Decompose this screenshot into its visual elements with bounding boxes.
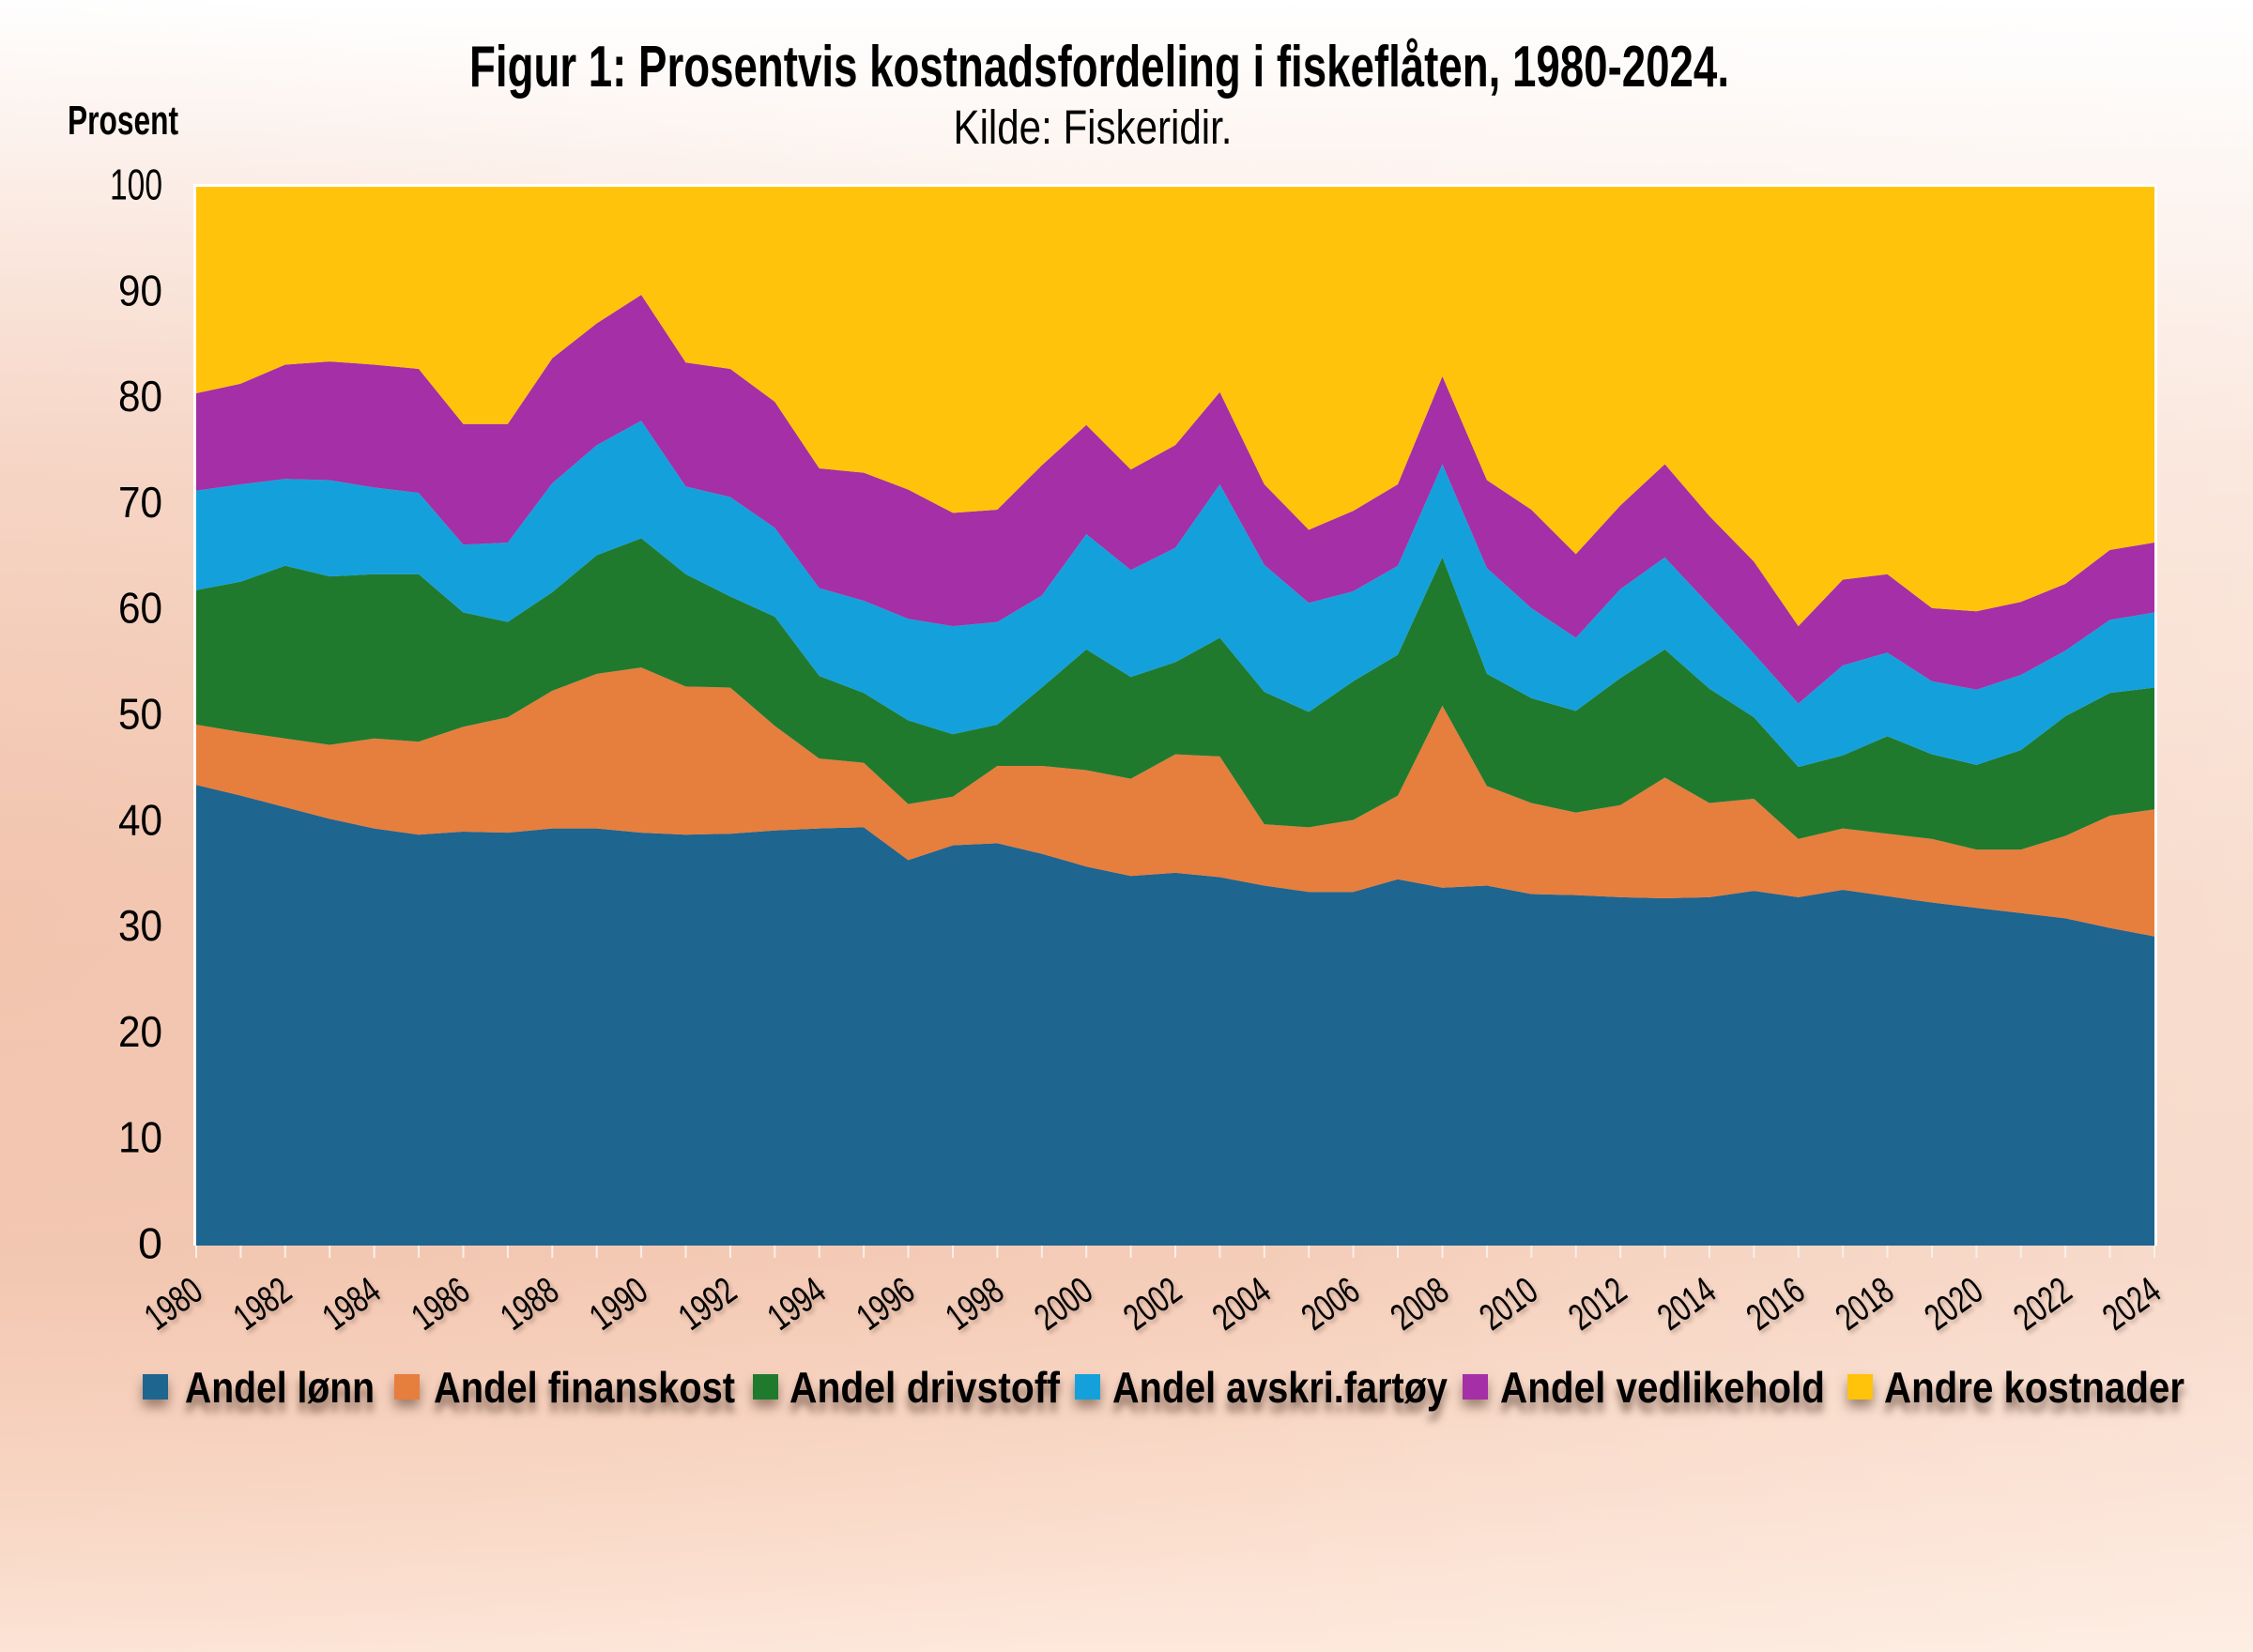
svg-text:1988: 1988 — [493, 1270, 566, 1338]
svg-text:20: 20 — [118, 1007, 162, 1056]
svg-text:1986: 1986 — [405, 1270, 478, 1338]
svg-text:Andre kostnader: Andre kostnader — [1884, 1363, 2184, 1412]
svg-text:80: 80 — [118, 372, 162, 421]
svg-text:0: 0 — [138, 1219, 162, 1268]
svg-text:1980: 1980 — [137, 1270, 210, 1338]
svg-text:30: 30 — [118, 901, 162, 950]
svg-text:1992: 1992 — [671, 1270, 744, 1338]
svg-text:Andel lønn: Andel lønn — [185, 1363, 375, 1412]
svg-text:2010: 2010 — [1472, 1270, 1545, 1338]
svg-text:Figur 1: Prosentvis kostnadsfo: Figur 1: Prosentvis kostnadsfordeling i … — [469, 35, 1729, 99]
svg-text:1996: 1996 — [850, 1270, 923, 1338]
svg-text:2004: 2004 — [1205, 1270, 1279, 1338]
svg-text:2002: 2002 — [1116, 1270, 1189, 1338]
svg-text:1982: 1982 — [226, 1270, 299, 1338]
svg-text:Andel drivstoff: Andel drivstoff — [789, 1363, 1061, 1412]
svg-text:10: 10 — [118, 1113, 162, 1162]
svg-text:2000: 2000 — [1027, 1270, 1100, 1338]
svg-text:1998: 1998 — [939, 1270, 1012, 1338]
svg-text:2018: 2018 — [1829, 1270, 1902, 1338]
svg-text:2016: 2016 — [1740, 1270, 1813, 1338]
svg-text:40: 40 — [118, 795, 162, 844]
svg-text:1994: 1994 — [760, 1270, 834, 1338]
svg-text:Andel avskri.fartøy: Andel avskri.fartøy — [1112, 1363, 1448, 1412]
svg-text:70: 70 — [118, 478, 162, 527]
svg-text:2020: 2020 — [1918, 1270, 1991, 1338]
svg-text:Andel vedlikehold: Andel vedlikehold — [1500, 1363, 1825, 1412]
svg-text:1990: 1990 — [582, 1270, 655, 1338]
svg-text:100: 100 — [110, 161, 162, 209]
svg-text:2022: 2022 — [2006, 1270, 2079, 1338]
svg-text:2014: 2014 — [1650, 1270, 1724, 1338]
svg-text:1984: 1984 — [315, 1270, 389, 1338]
svg-text:50: 50 — [118, 690, 162, 739]
svg-text:90: 90 — [118, 266, 162, 314]
svg-text:Kilde: Fiskeridir.: Kilde: Fiskeridir. — [954, 100, 1233, 154]
svg-text:2008: 2008 — [1384, 1270, 1457, 1338]
svg-text:2006: 2006 — [1295, 1270, 1368, 1338]
svg-text:Andel finanskost: Andel finanskost — [434, 1363, 735, 1412]
svg-text:2024: 2024 — [2095, 1270, 2169, 1338]
svg-text:Prosent: Prosent — [68, 98, 178, 144]
svg-text:2012: 2012 — [1561, 1270, 1634, 1338]
svg-text:60: 60 — [118, 584, 162, 633]
